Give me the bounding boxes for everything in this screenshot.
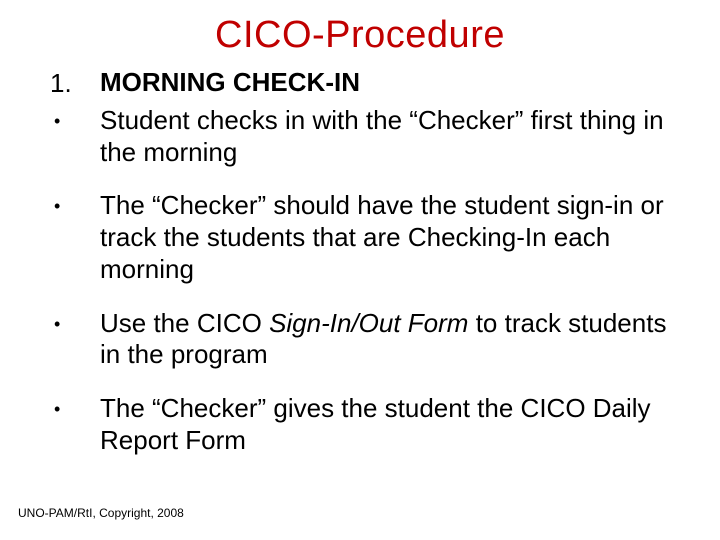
- slide-title: CICO-Procedure: [0, 0, 720, 67]
- list-text: The “Checker” gives the student the CICO…: [100, 393, 690, 456]
- italic-text: Sign-In/Out Form: [269, 308, 468, 338]
- list-marker-number: 1.: [42, 67, 100, 99]
- list-text: Use the CICO Sign-In/Out Form to track s…: [100, 308, 690, 371]
- list-heading: MORNING CHECK-IN: [100, 67, 690, 99]
- list-text: Student checks in with the “Checker” fir…: [100, 105, 690, 168]
- list-marker-bullet: •: [42, 308, 100, 335]
- list-marker-bullet: •: [42, 105, 100, 132]
- list-item: • The “Checker” gives the student the CI…: [42, 393, 690, 456]
- list-item: 1. MORNING CHECK-IN: [42, 67, 690, 99]
- slide-content: 1. MORNING CHECK-IN • Student checks in …: [0, 67, 720, 456]
- list-item: • Use the CICO Sign-In/Out Form to track…: [42, 308, 690, 371]
- footer-copyright: UNO-PAM/RtI, Copyright, 2008: [18, 506, 184, 520]
- list-text: The “Checker” should have the student si…: [100, 190, 690, 285]
- list-item: • The “Checker” should have the student …: [42, 190, 690, 285]
- list-item: • Student checks in with the “Checker” f…: [42, 105, 690, 168]
- list-marker-bullet: •: [42, 393, 100, 420]
- list-marker-bullet: •: [42, 190, 100, 217]
